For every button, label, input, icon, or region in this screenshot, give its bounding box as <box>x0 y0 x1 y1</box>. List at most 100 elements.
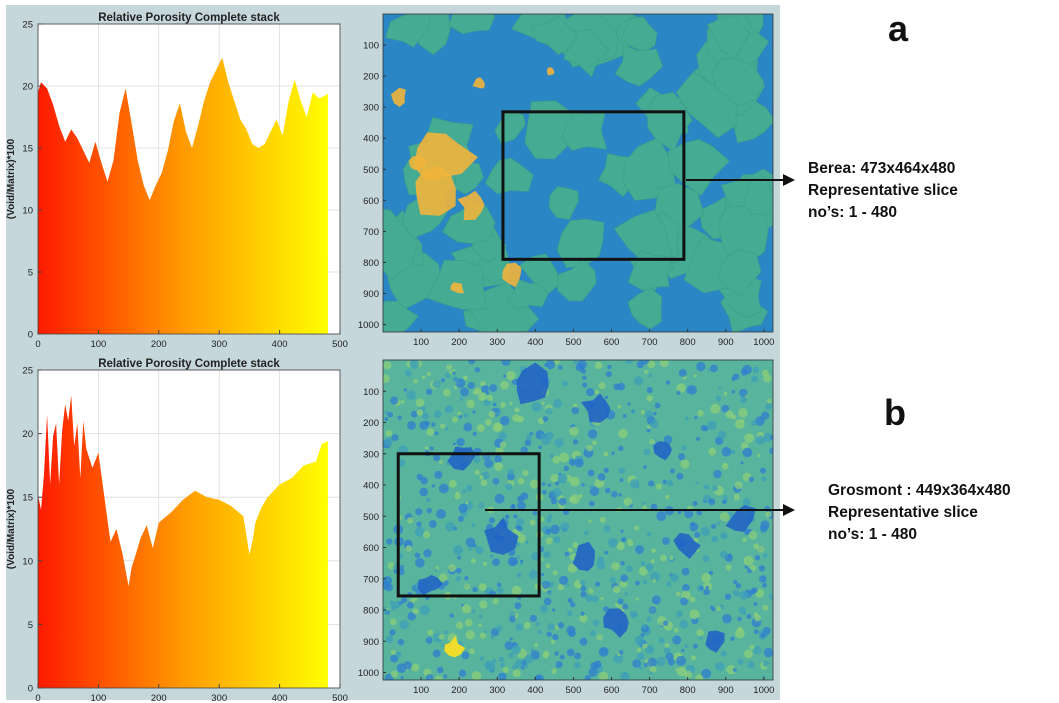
x-tick-label: 300 <box>489 685 505 696</box>
speckle <box>559 654 565 660</box>
speckle <box>383 607 388 615</box>
speckle <box>650 559 655 564</box>
speckle <box>620 574 629 583</box>
speckle <box>667 658 675 666</box>
speckle <box>649 665 657 673</box>
speckle <box>618 650 624 655</box>
speckle <box>428 520 437 529</box>
speckle <box>545 537 553 545</box>
speckle <box>641 624 647 630</box>
x-tick-label: 600 <box>604 685 620 696</box>
y-tick-label: 1000 <box>358 320 379 331</box>
speckle <box>603 451 609 457</box>
speckle <box>740 461 744 465</box>
speckle <box>676 390 681 395</box>
speckle <box>689 596 696 603</box>
speckle <box>520 665 525 670</box>
speckle <box>743 649 753 659</box>
speckle <box>633 376 643 386</box>
speckle <box>663 435 673 445</box>
speckle <box>689 609 700 620</box>
speckle <box>643 465 647 469</box>
grain <box>524 100 575 160</box>
speckle <box>696 629 704 637</box>
speckle <box>552 455 561 464</box>
speckle <box>640 561 646 566</box>
speckle <box>492 402 497 407</box>
panel-label-b: b <box>884 392 906 433</box>
speckle <box>580 585 587 592</box>
speckle <box>647 531 652 537</box>
speckle <box>567 610 573 617</box>
speckle <box>735 582 742 589</box>
speckle <box>504 514 510 520</box>
speckle <box>545 563 551 569</box>
speckle <box>659 554 667 562</box>
speckle <box>478 623 482 627</box>
speckle <box>507 468 514 475</box>
speckle <box>434 568 438 572</box>
grosmont-slice-range: no’s: 1 - 480 <box>828 526 918 543</box>
speckle <box>759 575 767 583</box>
speckle <box>470 558 476 564</box>
speckle <box>513 514 518 519</box>
speckle <box>654 402 661 409</box>
grain <box>484 157 534 195</box>
speckle <box>457 411 462 416</box>
speckle <box>433 454 441 462</box>
speckle <box>555 661 563 669</box>
y-tick-label: 10 <box>22 206 33 217</box>
speckle <box>569 426 579 436</box>
speckle <box>708 570 714 576</box>
speckle <box>696 361 706 372</box>
speckle <box>673 628 679 633</box>
speckle <box>640 632 645 638</box>
x-tick-label: 300 <box>211 339 227 350</box>
speckle <box>416 409 424 416</box>
speckle <box>740 396 748 404</box>
speckle <box>409 360 420 369</box>
speckle <box>592 619 600 627</box>
x-tick-label: 600 <box>604 337 620 348</box>
speckle <box>466 399 475 408</box>
speckle <box>693 374 697 378</box>
speckle <box>766 398 772 404</box>
speckle <box>562 380 568 387</box>
speckle <box>425 497 431 503</box>
speckle <box>646 428 651 433</box>
speckle <box>618 428 628 439</box>
speckle <box>407 421 416 430</box>
speckle <box>559 575 569 585</box>
pore-cluster <box>673 532 701 559</box>
y-tick-label: 1000 <box>358 668 379 679</box>
speckle <box>465 630 475 640</box>
y-tick-label: 300 <box>363 103 379 114</box>
speckle <box>627 539 634 547</box>
speckle <box>646 386 653 394</box>
speckle <box>734 481 743 490</box>
yellow-grain <box>444 636 466 658</box>
speckle <box>524 439 532 447</box>
speckle <box>434 431 439 436</box>
speckle <box>517 495 524 503</box>
speckle <box>761 369 769 377</box>
speckle <box>399 620 409 630</box>
speckle <box>595 581 601 587</box>
speckle <box>762 582 768 588</box>
grosmont-representative-slice: Representative slice <box>828 504 978 521</box>
speckle <box>550 639 556 644</box>
speckle <box>748 476 755 483</box>
grain <box>743 176 773 216</box>
speckle <box>400 676 404 680</box>
speckle <box>547 623 555 631</box>
speckle <box>455 621 464 630</box>
speckle <box>569 494 580 505</box>
speckle <box>617 598 624 605</box>
speckle <box>498 432 507 441</box>
speckle <box>655 483 662 490</box>
x-tick-label: 500 <box>566 337 582 348</box>
speckle <box>578 494 583 499</box>
speckle <box>531 402 542 412</box>
speckle <box>653 411 657 416</box>
y-tick-label: 500 <box>363 165 379 176</box>
